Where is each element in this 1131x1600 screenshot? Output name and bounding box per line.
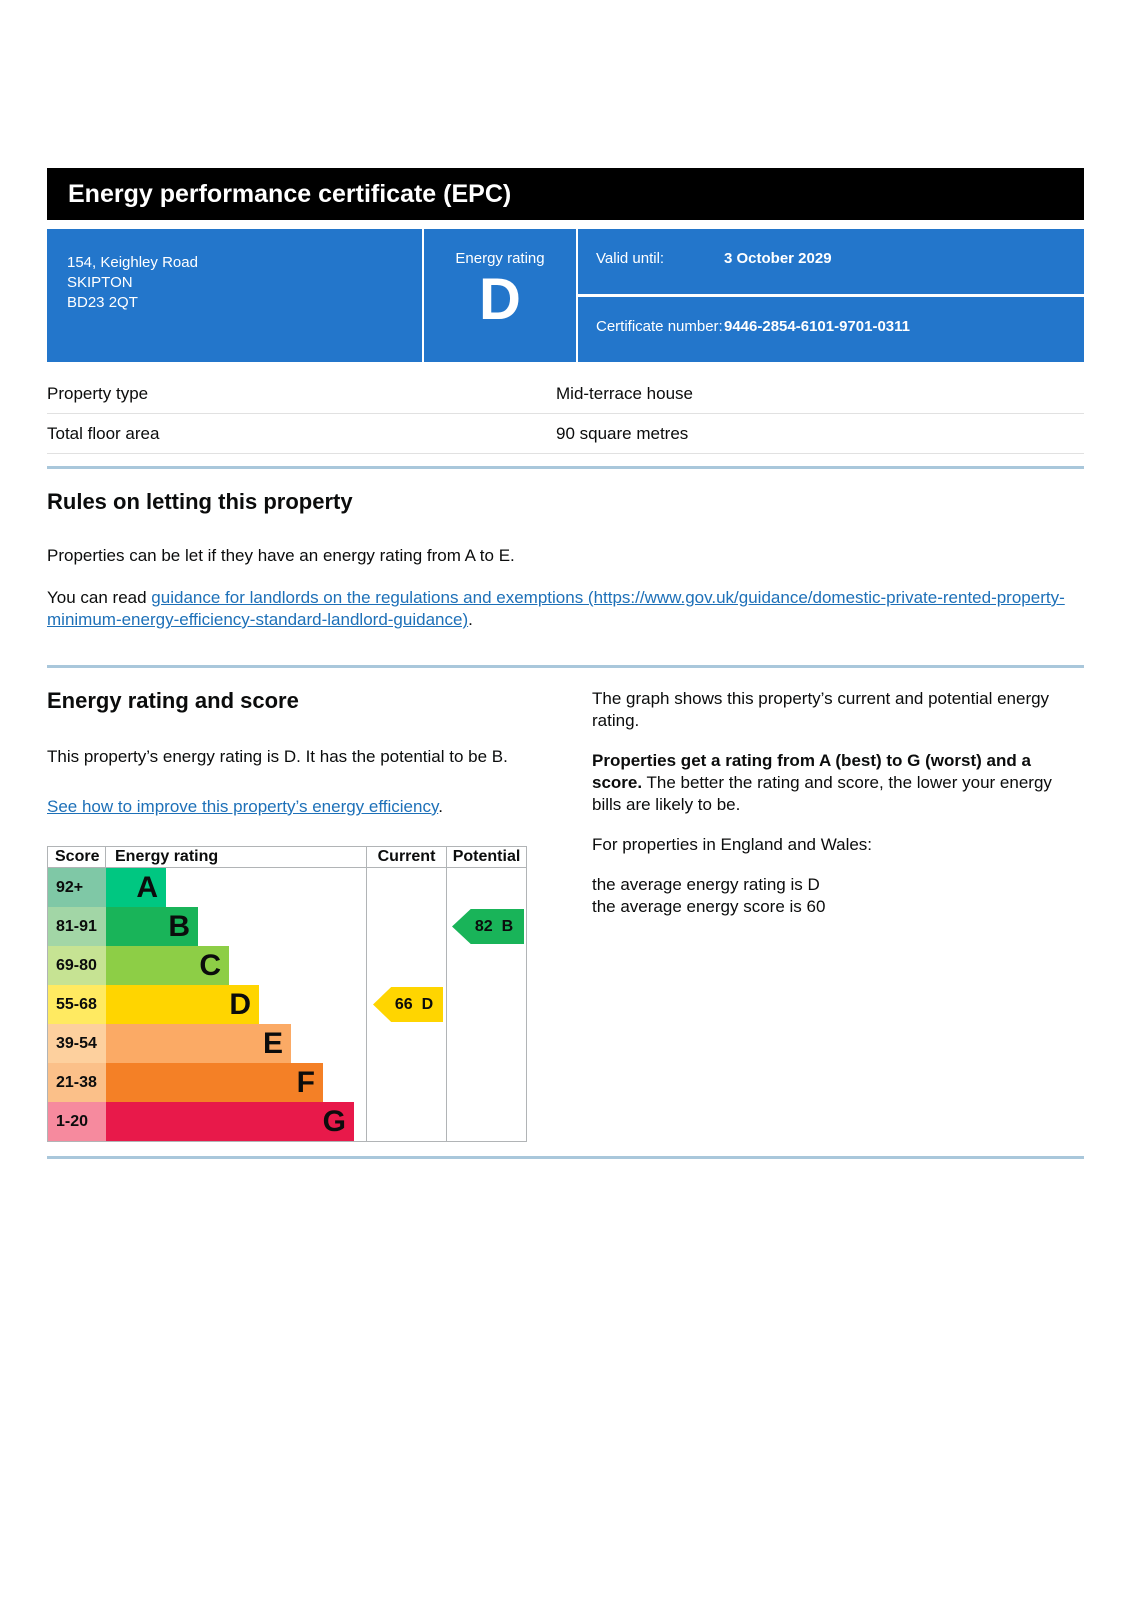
guidance-paragraph: You can read guidance for landlords on t… [47,587,1084,631]
address-line-3: BD23 2QT [67,294,138,311]
landlord-guidance-link[interactable]: guidance for landlords on the regulation… [47,588,1065,629]
potential-rating-arrow: 82 B [452,909,524,944]
valid-until-row: Valid until: 3 October 2029 [578,229,1084,294]
current-score: 66 [394,995,413,1013]
property-details-table: Property type Mid-terrace house Total fl… [47,374,1084,454]
rating-explanation-paragraph: Properties get a rating from A (best) to… [592,750,1084,816]
floor-area-label: Total floor area [47,424,160,443]
band-d-score-range: 55-68 [48,985,106,1024]
valid-until-value: 3 October 2029 [724,250,832,267]
band-f-score-range: 21-38 [48,1063,106,1102]
band-g-bar: G [106,1102,354,1141]
band-e-score-range: 39-54 [48,1024,106,1063]
band-a-bar: A [106,868,166,907]
current-column-header: Current [366,847,446,867]
rules-heading: Rules on letting this property [47,489,353,514]
rating-summary-paragraph: This property’s energy rating is D. It h… [47,747,508,766]
band-d-bar: D [106,985,259,1024]
rating-section-right-column: The graph shows this property’s current … [592,688,1084,918]
address-line-2: SKIPTON [67,274,133,291]
rating-explanation-rest: The better the rating and score, the low… [592,773,1052,814]
rating-band-row-g: 1-20 G [48,1102,526,1141]
graph-intro-paragraph: The graph shows this property’s current … [592,689,1050,730]
improve-efficiency-link[interactable]: See how to improve this property’s energ… [47,797,439,816]
property-type-label: Property type [47,384,149,403]
potential-column-header: Potential [446,847,526,867]
rating-band-row-b: 81-91 B 82 B [48,907,526,946]
rating-band-row-a: 92+ A [48,868,526,907]
rating-band-row-e: 39-54 E [48,1024,526,1063]
certificate-summary-box: 154, Keighley Road SKIPTON BD23 2QT Ener… [47,229,1084,362]
floor-area-value: 90 square metres [556,424,689,443]
table-row: Property type Mid-terrace house [47,374,1084,414]
rules-paragraph: Properties can be let if they have an en… [47,546,515,565]
band-b-score-range: 81-91 [48,907,106,946]
page-title: Energy performance certificate (EPC) [47,168,1084,220]
energy-rating-column-header: Energy rating [115,848,219,865]
band-b-bar: B [106,907,198,946]
score-column-header: Score [48,847,106,867]
energy-rating-label: Energy rating [455,250,545,267]
average-rating-line: the average energy rating is D [592,875,820,894]
england-wales-paragraph: For properties in England and Wales: [592,835,873,854]
energy-rating-value: D [479,267,521,332]
guidance-text-prefix: You can read [47,588,152,607]
table-row: Total floor area 90 square metres [47,414,1084,454]
band-c-score-range: 69-80 [48,946,106,985]
epc-rating-chart: Score Energy rating Current Potential 92… [47,846,527,1142]
potential-letter: B [501,917,514,935]
section-divider [47,1156,1084,1159]
rating-section-left-column: Energy rating and score This property’s … [47,688,527,1142]
rating-band-row-f: 21-38 F [48,1063,526,1102]
certificate-number-label: Certificate number: [596,318,723,335]
certificate-number-value: 9446-2854-6101-9701-0311 [724,318,910,335]
improve-link-suffix: . [438,797,443,816]
potential-score: 82 [474,917,493,935]
property-address: 154, Keighley Road SKIPTON BD23 2QT [47,229,422,362]
epc-document: Energy performance certificate (EPC) 154… [47,0,1084,1159]
band-c-bar: C [106,946,229,985]
chart-header-row: Score Energy rating Current Potential [48,847,526,868]
address-line-1: 154, Keighley Road [67,254,198,271]
energy-rating-badge: Energy rating D [424,229,576,362]
rating-explanation-bold: Properties get a rating from A (best) to… [592,751,1031,792]
section-divider [47,665,1084,668]
band-a-score-range: 92+ [48,868,106,907]
band-f-bar: F [106,1063,323,1102]
guidance-text-suffix: . [468,610,473,629]
certificate-number-row: Certificate number: 9446-2854-6101-9701-… [578,297,1084,362]
average-score-line: the average energy score is 60 [592,897,826,916]
certificate-details: Valid until: 3 October 2029 Certificate … [578,229,1084,362]
rating-section: Energy rating and score This property’s … [47,688,1084,1142]
valid-until-label: Valid until: [596,250,665,267]
current-rating-arrow: 66 D [373,987,443,1022]
band-g-score-range: 1-20 [48,1102,106,1141]
improve-paragraph: See how to improve this property’s energ… [47,796,527,818]
property-type-value: Mid-terrace house [556,384,694,403]
current-letter: D [421,995,434,1013]
rating-heading: Energy rating and score [47,688,299,713]
section-divider [47,466,1084,469]
rating-band-row-d: 55-68 D 66 D [48,985,526,1024]
band-e-bar: E [106,1024,291,1063]
rating-band-row-c: 69-80 C [48,946,526,985]
